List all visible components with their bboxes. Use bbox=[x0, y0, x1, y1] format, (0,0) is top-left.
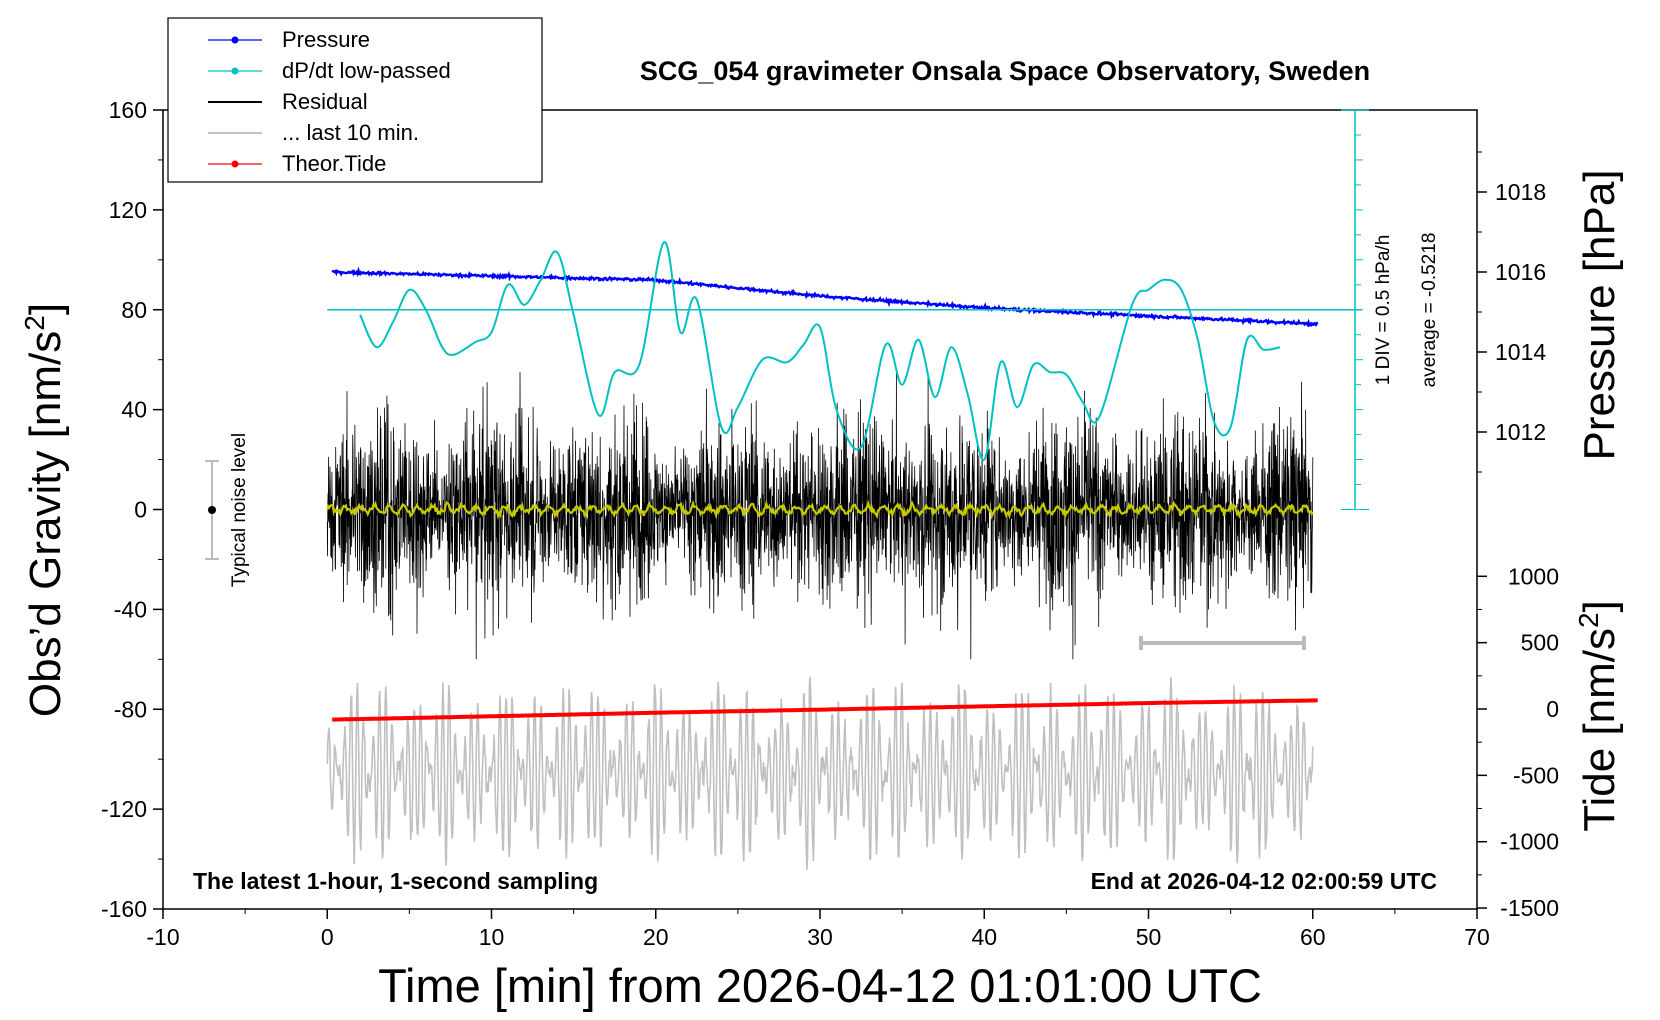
chart-title: SCG_054 gravimeter Onsala Space Observat… bbox=[640, 56, 1370, 86]
x-axis-label: Time [min] from 2026-04-12 01:01:00 UTC bbox=[378, 959, 1262, 1012]
residual-smoothed-series bbox=[326, 499, 1314, 520]
tide-tick-label: -1000 bbox=[1500, 829, 1559, 855]
x-tick-label: 60 bbox=[1300, 924, 1326, 950]
x-tick-label: 10 bbox=[479, 924, 505, 950]
average-label: average = -0.5218 bbox=[1419, 233, 1440, 388]
legend-swatch-dot bbox=[231, 36, 239, 44]
pressure-tick-label: 1018 bbox=[1495, 179, 1546, 205]
legend-box bbox=[167, 17, 543, 183]
y-tick-label: 80 bbox=[121, 297, 147, 323]
legend-label: Theor.Tide bbox=[282, 151, 386, 176]
div-scale-bar bbox=[1341, 109, 1369, 510]
pressure-tick-label: 1012 bbox=[1495, 419, 1546, 445]
last-10-min-line bbox=[326, 676, 1314, 870]
legend-label: Pressure bbox=[282, 27, 370, 52]
tide-tick-label: 0 bbox=[1546, 696, 1559, 722]
y-axis-label: Obs’d Gravity [nm/s2] bbox=[19, 303, 70, 717]
tide-tick-label: 1000 bbox=[1508, 563, 1559, 589]
pressure-series bbox=[331, 266, 1319, 328]
x-tick-label: 20 bbox=[643, 924, 669, 950]
legend-label: Residual bbox=[282, 89, 368, 114]
y-tick-label: 40 bbox=[121, 397, 147, 423]
last-10-min-bar bbox=[1139, 636, 1306, 650]
y-tick-label: -80 bbox=[114, 696, 147, 722]
tide-tick-label: -1500 bbox=[1500, 895, 1559, 921]
dpdt-series bbox=[327, 241, 1363, 461]
tide-tick-label: 500 bbox=[1521, 630, 1559, 656]
legend: Pressure dP/dt low-passed Residual ... last… bbox=[167, 17, 543, 183]
theoretical-tide-series bbox=[332, 698, 1318, 722]
y-axis: -160 -120 -80 -40 0 40 80 120 160 bbox=[101, 97, 163, 922]
residual-line bbox=[326, 372, 1314, 660]
tide-axis-label: Tide [nm/s2] bbox=[1573, 600, 1624, 832]
x-tick-label: -10 bbox=[146, 924, 179, 950]
pressure-line bbox=[331, 266, 1319, 328]
legend-swatch-dot bbox=[231, 160, 239, 168]
end-time-note: End at 2026-04-12 02:00:59 UTC bbox=[1091, 868, 1437, 894]
x-tick-label: 50 bbox=[1136, 924, 1162, 950]
x-tick-label: 0 bbox=[321, 924, 334, 950]
legend-label: dP/dt low-passed bbox=[282, 58, 451, 83]
pressure-tick-label: 1016 bbox=[1495, 259, 1546, 285]
noise-level-label: Typical noise level bbox=[229, 433, 250, 587]
y-tick-label: 160 bbox=[109, 97, 147, 123]
sampling-note: The latest 1-hour, 1-second sampling bbox=[193, 868, 598, 894]
y-tick-label: 0 bbox=[134, 497, 147, 523]
dpdt-line bbox=[359, 241, 1281, 461]
div-label: 1 DIV = 0.5 hPa/h bbox=[1373, 235, 1394, 386]
x-axis: -10 0 10 20 30 40 50 60 70 bbox=[146, 909, 1490, 950]
tide-line bbox=[332, 698, 1318, 722]
y-tick-label: -120 bbox=[101, 796, 147, 822]
x-tick-label: 70 bbox=[1464, 924, 1490, 950]
pressure-tick-label: 1014 bbox=[1495, 339, 1546, 365]
noise-level-marker bbox=[205, 460, 219, 560]
tide-tick-label: -500 bbox=[1513, 762, 1559, 788]
last-10-min-series bbox=[326, 676, 1314, 870]
legend-swatch-dot bbox=[231, 67, 239, 75]
y-tick-label: -160 bbox=[101, 896, 147, 922]
y-tick-label: -40 bbox=[114, 596, 147, 622]
x-tick-label: 30 bbox=[807, 924, 833, 950]
residual-smoothed-line bbox=[326, 499, 1314, 520]
residual-series bbox=[326, 372, 1314, 660]
x-tick-label: 40 bbox=[971, 924, 997, 950]
y-tick-label: 120 bbox=[109, 197, 147, 223]
legend-label: ... last 10 min. bbox=[282, 120, 419, 145]
tide-axis: -1500 -1000 -500 0 500 1000 bbox=[1477, 563, 1559, 921]
pressure-axis-label: Pressure [hPa] bbox=[1575, 169, 1624, 460]
pressure-axis: 1012 1014 1016 1018 bbox=[1477, 151, 1546, 473]
